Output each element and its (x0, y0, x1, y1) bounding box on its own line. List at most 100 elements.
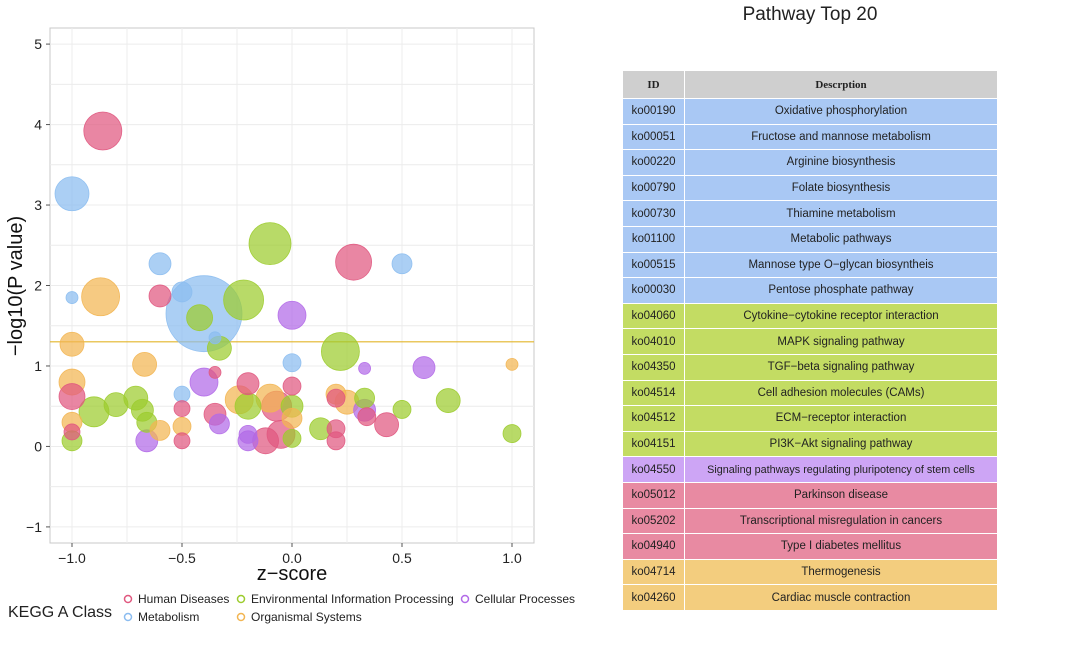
table-row: ko04010 MAPK signaling pathway (622, 328, 998, 355)
data-point (248, 222, 292, 266)
id-column-header: ID (622, 70, 685, 99)
pathway-description-cell: Fructose and mannose metabolism (684, 123, 998, 151)
pathway-description-cell: Pentose phosphate pathway (684, 277, 998, 304)
data-point (357, 407, 377, 427)
data-point (236, 372, 260, 396)
legend-swatch (460, 594, 470, 604)
data-point (208, 331, 222, 345)
y-axis-ticks: −1 0 1 2 3 4 5 (26, 36, 50, 535)
data-point (173, 432, 191, 450)
data-point (149, 419, 171, 441)
table-row: ko04550 Signaling pathways regulating plu… (622, 456, 998, 483)
pathway-description-cell: Oxidative phosphorylation (684, 98, 998, 125)
data-point (148, 284, 172, 308)
table-row: ko00030 Pentose phosphate pathway (622, 277, 998, 304)
table-title: Pathway Top 20 (742, 4, 878, 25)
legend-swatch (123, 612, 133, 622)
data-point (81, 277, 120, 317)
pathway-id-cell: ko00515 (622, 251, 685, 279)
data-point (173, 385, 191, 403)
pathway-description-cell: Metabolic pathways (684, 225, 998, 253)
table-row: ko00730 Thiamine metabolism (622, 200, 998, 227)
x-tick-label: −1.0 (58, 550, 86, 566)
pathway-description-cell: Folate biosynthesis (684, 174, 998, 202)
pathway-description-cell: Cell adhesion molecules (CAMs) (684, 379, 998, 407)
table-row: ko04260 Cardiac muscle contraction (622, 584, 998, 611)
x-axis-title: z−score (257, 563, 328, 585)
data-point (391, 253, 413, 275)
data-point (132, 351, 158, 377)
legend: KEGG A Class Human Diseases Environmental… (8, 592, 575, 624)
description-column-header: Descrption (684, 70, 998, 99)
x-tick-label: 0.5 (392, 550, 412, 566)
bubble-chart: −1.0 −0.5 0.0 0.5 1.0 −1 0 1 2 3 4 5 z−score −log1… (5, 27, 575, 624)
y-tick-label: 5 (34, 36, 42, 52)
legend-label: Organismal Systems (251, 610, 362, 624)
x-axis-ticks: −1.0 −0.5 0.0 0.5 1.0 (58, 543, 522, 566)
pathway-description-cell: Type I diabetes mellitus (684, 533, 998, 560)
table-row: ko01100 Metabolic pathways (622, 225, 998, 253)
pathway-id-cell: ko00051 (622, 123, 685, 151)
pathway-table: ID Descrption ko00190 Oxidative phosphory… (622, 70, 998, 611)
data-point (234, 392, 262, 420)
data-point (58, 383, 86, 410)
data-point (374, 412, 400, 438)
data-point (505, 357, 519, 371)
y-tick-label: 4 (34, 117, 42, 133)
data-point (59, 331, 85, 357)
data-point (358, 361, 372, 375)
legend-title: KEGG A Class (8, 604, 112, 621)
table-row: ko04514 Cell adhesion molecules (CAMs) (622, 379, 998, 407)
y-axis-title: −log10(P value) (5, 216, 27, 356)
data-point (65, 291, 79, 304)
data-point (354, 387, 376, 409)
pathway-description-cell: TGF−beta signaling pathway (684, 353, 998, 381)
pathway-description-cell: Signaling pathways regulating pluripoten… (684, 456, 998, 483)
pathway-id-cell: ko04512 (622, 405, 685, 432)
pathway-id-cell: ko04151 (622, 430, 685, 458)
table-row: ko00190 Oxidative phosphorylation (622, 98, 998, 125)
data-point (238, 424, 258, 444)
pathway-id-cell: ko04714 (622, 558, 685, 586)
table-body: ko00190 Oxidative phosphorylation ko00051 F… (622, 98, 998, 611)
table-row: ko04060 Cytokine−cytokine receptor intera… (622, 302, 998, 330)
pathway-id-cell: ko04514 (622, 379, 685, 407)
pathway-id-cell: ko04550 (622, 456, 685, 483)
table-row: ko00790 Folate biosynthesis (622, 174, 998, 202)
data-point (281, 407, 303, 429)
data-point (83, 111, 123, 151)
data-point (171, 281, 193, 303)
pathway-id-cell: ko04060 (622, 302, 685, 330)
data-point (208, 366, 222, 379)
legend-swatch (236, 612, 246, 622)
data-point (326, 388, 346, 408)
data-point (277, 300, 307, 330)
pathway-id-cell: ko05202 (622, 507, 685, 535)
pathway-id-cell: ko04350 (622, 353, 685, 381)
data-point (148, 252, 172, 276)
data-point (223, 279, 265, 321)
table-header-row: ID Descrption (622, 70, 998, 99)
pathway-id-cell: ko00220 (622, 149, 685, 176)
table-row: ko04512 ECM−receptor interaction (622, 405, 998, 432)
pathway-description-cell: ECM−receptor interaction (684, 405, 998, 432)
table-row: ko04151 PI3K−Akt signaling pathway (622, 430, 998, 458)
y-tick-label: 2 (34, 278, 42, 294)
y-tick-label: 3 (34, 197, 42, 213)
gridlines (50, 28, 534, 543)
pathway-description-cell: Mannose type O−glycan biosyntheis (684, 251, 998, 279)
legend-label: Metabolism (138, 610, 199, 624)
data-point (282, 428, 302, 448)
x-tick-label: 1.0 (502, 550, 522, 566)
data-point (54, 176, 90, 212)
pathway-id-cell: ko05012 (622, 481, 685, 509)
pathway-description-cell: PI3K−Akt signaling pathway (684, 430, 998, 458)
pathway-id-cell: ko00730 (622, 200, 685, 227)
table-row: ko05012 Parkinson disease (622, 481, 998, 509)
pathway-description-cell: Thiamine metabolism (684, 200, 998, 227)
table-row: ko00051 Fructose and mannose metabolism (622, 123, 998, 151)
data-point (502, 424, 522, 443)
data-point (282, 376, 302, 396)
data-point (435, 388, 461, 413)
table-row: ko00220 Arginine biosynthesis (622, 149, 998, 176)
